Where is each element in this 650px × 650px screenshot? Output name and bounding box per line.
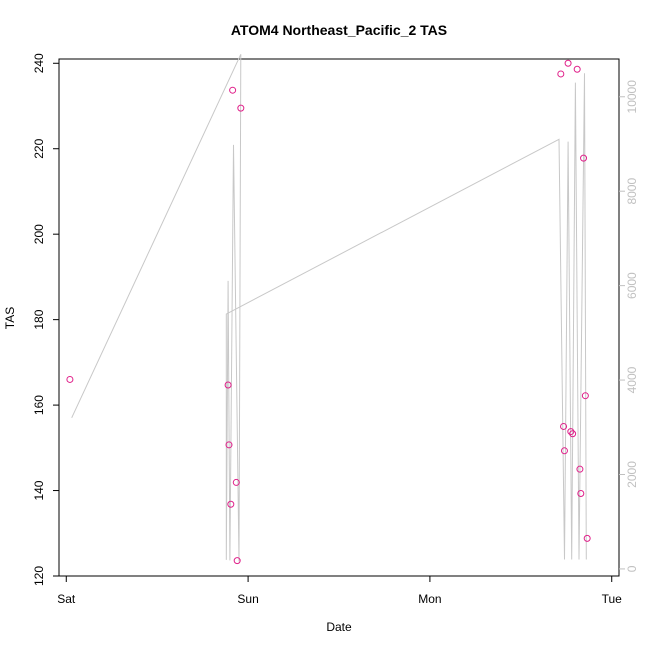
data-point bbox=[580, 154, 588, 162]
y2-tick-label: 8000 bbox=[625, 178, 639, 205]
y-axis-label: TAS bbox=[3, 307, 17, 329]
y-tick-label: 240 bbox=[32, 53, 46, 73]
data-point bbox=[577, 490, 585, 498]
y2-tick-label: 10000 bbox=[625, 80, 639, 114]
x-tick-label: Sun bbox=[237, 592, 258, 606]
x-tick-label: Tue bbox=[602, 592, 623, 606]
data-point bbox=[576, 465, 584, 473]
data-point bbox=[224, 381, 232, 389]
y2-tick-label: 2000 bbox=[625, 461, 639, 488]
data-point bbox=[66, 375, 74, 383]
y-tick-label: 180 bbox=[32, 309, 46, 329]
data-point bbox=[573, 65, 581, 73]
data-point bbox=[225, 441, 233, 449]
y-tick-label: 140 bbox=[32, 480, 46, 500]
y2-tick-label: 4000 bbox=[625, 366, 639, 393]
x-axis: Sat Sun Mon Tue bbox=[57, 576, 622, 606]
data-point bbox=[557, 70, 565, 78]
y-tick-label: 120 bbox=[32, 566, 46, 586]
y-tick-label: 220 bbox=[32, 138, 46, 158]
data-point bbox=[233, 557, 241, 565]
y2-tick-label: 6000 bbox=[625, 272, 639, 299]
data-point bbox=[227, 500, 235, 508]
data-point bbox=[567, 428, 575, 436]
data-point bbox=[232, 478, 240, 486]
data-point bbox=[560, 447, 568, 455]
data-point bbox=[229, 86, 237, 94]
chart-title: ATOM4 Northeast_Pacific_2 TAS bbox=[231, 22, 447, 38]
plot-frame bbox=[58, 58, 620, 577]
line-series bbox=[71, 54, 587, 562]
x-tick-label: Sat bbox=[57, 592, 76, 606]
y-tick-label: 200 bbox=[32, 224, 46, 244]
data-point bbox=[237, 104, 245, 112]
x-tick-label: Mon bbox=[418, 592, 441, 606]
y-axis-left: 120 140 160 180 200 220 240 bbox=[32, 53, 59, 586]
data-point bbox=[581, 392, 589, 400]
y-tick-label: 160 bbox=[32, 395, 46, 415]
series-line bbox=[71, 54, 587, 562]
data-point bbox=[564, 59, 572, 67]
y-axis-right: 0 2000 4000 6000 8000 10000 bbox=[619, 80, 639, 572]
data-point bbox=[583, 534, 591, 542]
points-series bbox=[66, 59, 591, 565]
y2-tick-label: 0 bbox=[625, 565, 639, 572]
data-point bbox=[560, 422, 568, 430]
x-axis-label: Date bbox=[326, 620, 352, 634]
data-point bbox=[569, 430, 577, 438]
